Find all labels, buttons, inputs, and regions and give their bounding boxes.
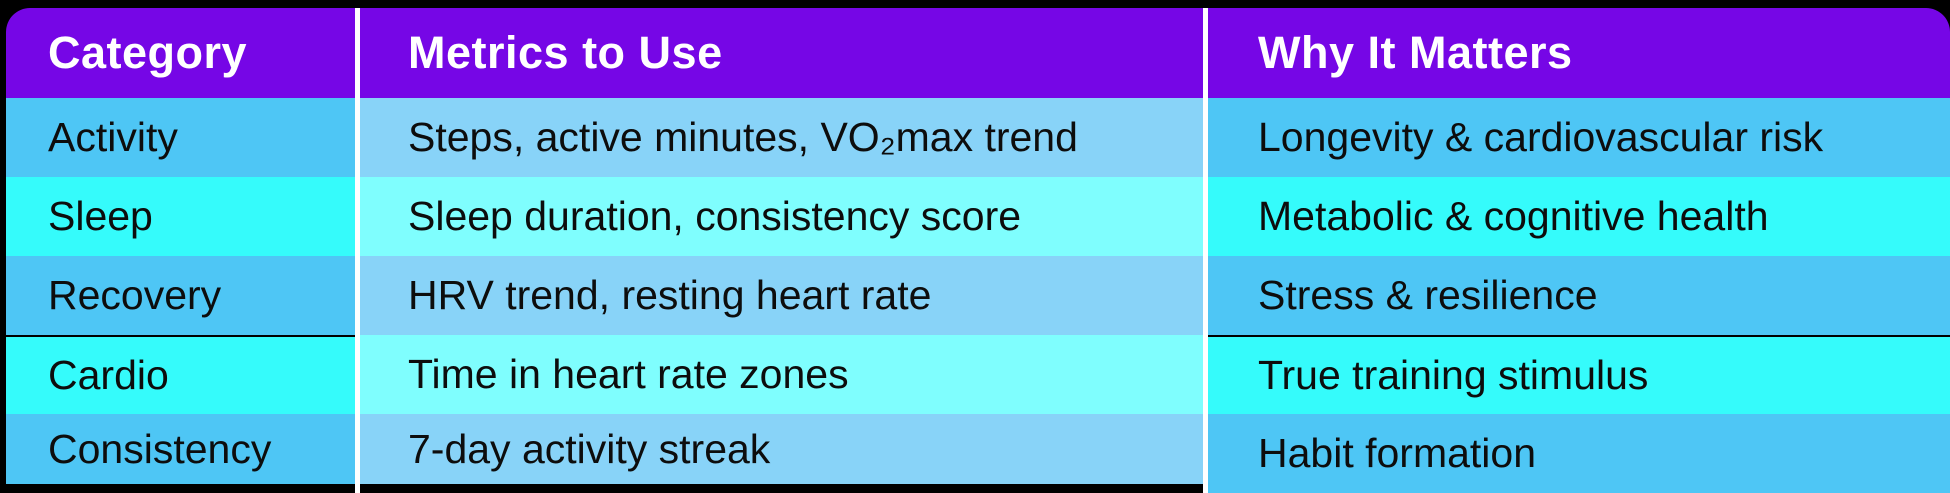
cell-category: Recovery <box>6 256 355 335</box>
column-divider <box>355 414 360 493</box>
column-divider <box>355 8 360 98</box>
cell-metrics: 7-day activity streak <box>360 414 1203 493</box>
table-row-recovery: Recovery HRV trend, resting heart rate S… <box>6 256 1950 335</box>
metrics-table: Category Metrics to Use Why It Matters A… <box>6 8 1950 493</box>
column-header-why: Why It Matters <box>1208 8 1950 98</box>
cell-category: Cardio <box>6 335 355 414</box>
column-divider <box>1203 256 1208 335</box>
table-row-cardio: Cardio Time in heart rate zones True tra… <box>6 335 1950 414</box>
column-header-category: Category <box>6 8 355 98</box>
cell-metrics: HRV trend, resting heart rate <box>360 256 1203 335</box>
cell-metrics: Steps, active minutes, VO₂max trend <box>360 98 1203 177</box>
cell-category: Sleep <box>6 177 355 256</box>
column-divider <box>1203 177 1208 256</box>
column-divider <box>1203 8 1208 98</box>
column-divider <box>355 335 360 414</box>
column-divider <box>1203 335 1208 414</box>
cell-why: Stress & resilience <box>1208 256 1950 335</box>
cell-metrics: Sleep duration, consistency score <box>360 177 1203 256</box>
table-row-consistency: Consistency 7-day activity streak Habit … <box>6 414 1950 493</box>
cell-category: Activity <box>6 98 355 177</box>
cell-why: Metabolic & cognitive health <box>1208 177 1950 256</box>
cell-why: True training stimulus <box>1208 335 1950 414</box>
cell-metrics: Time in heart rate zones <box>360 335 1203 414</box>
cell-why: Longevity & cardiovascular risk <box>1208 98 1950 177</box>
column-header-metrics: Metrics to Use <box>360 8 1203 98</box>
table-row-activity: Activity Steps, active minutes, VO₂max t… <box>6 98 1950 177</box>
column-divider <box>355 256 360 335</box>
column-divider <box>355 98 360 177</box>
column-divider <box>355 177 360 256</box>
table-header-row: Category Metrics to Use Why It Matters <box>6 8 1950 98</box>
cell-why: Habit formation <box>1208 414 1950 493</box>
table-row-sleep: Sleep Sleep duration, consistency score … <box>6 177 1950 256</box>
column-divider <box>1203 414 1208 493</box>
cell-category: Consistency <box>6 414 355 493</box>
column-divider <box>1203 98 1208 177</box>
